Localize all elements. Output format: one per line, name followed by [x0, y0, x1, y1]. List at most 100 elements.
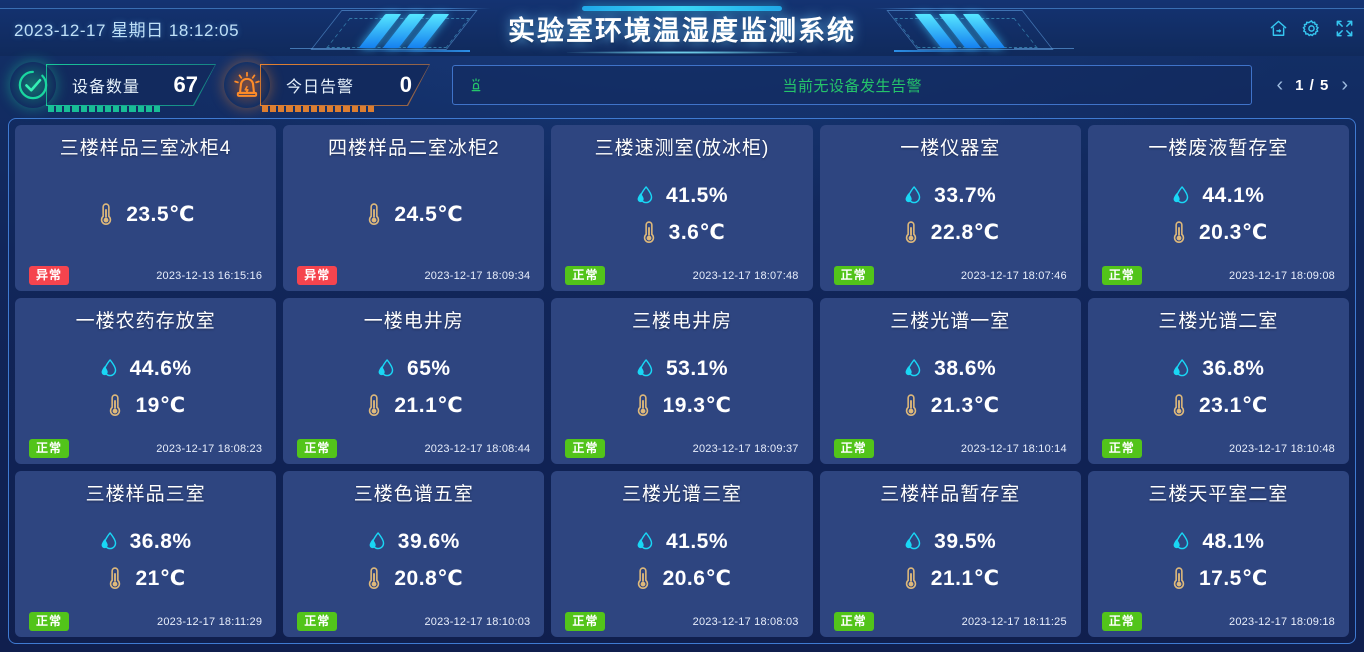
- device-card[interactable]: 一楼废液暂存室 44.1% 20.3℃ 正常 2023-12-17 18:09:08: [1087, 125, 1349, 291]
- device-name: 一楼农药存放室: [75, 311, 216, 332]
- device-card[interactable]: 三楼光谱二室 36.8% 23.1℃ 正常 2023-12-17 18:10:48: [1087, 298, 1349, 464]
- device-name: 三楼电井房: [631, 311, 732, 332]
- humidity-value: 65%: [407, 357, 451, 380]
- water-drop-icon: [637, 359, 653, 377]
- humidity-value: 36.8%: [1202, 357, 1265, 380]
- humidity-reading: 36.8%: [1172, 354, 1264, 384]
- device-readings: 36.8% 23.1℃: [1098, 335, 1339, 439]
- temperature-value: 21.1℃: [930, 566, 1000, 590]
- thermometer-icon: [110, 567, 121, 589]
- water-drop-icon: [1173, 359, 1189, 377]
- device-card[interactable]: 三楼电井房 53.1% 19.3℃ 正常 2023-12-17 18:09:37: [551, 298, 813, 464]
- device-card[interactable]: 三楼光谱一室 38.6% 21.3℃ 正常 2023-12-17 18:10:14: [819, 298, 1081, 464]
- device-name: 四楼样品二室冰柜2: [328, 138, 500, 159]
- status-badge: 正常: [565, 612, 606, 631]
- temperature-reading: 21.1℃: [364, 390, 463, 420]
- device-card[interactable]: 一楼仪器室 33.7% 22.8℃ 正常 2023-12-17 18:07:46: [819, 125, 1081, 291]
- thermometer-icon: [1173, 567, 1185, 589]
- device-timestamp: 2023-12-17 18:09:18: [1229, 615, 1335, 628]
- device-card-footer: 正常 2023-12-17 18:08:44: [293, 439, 534, 458]
- thermometer-icon: [369, 203, 380, 225]
- temperature-value: 20.8℃: [394, 566, 464, 590]
- water-drop-icon: [637, 532, 653, 550]
- device-readings: 36.8% 21℃: [25, 508, 266, 612]
- device-card-footer: 正常 2023-12-17 18:11:29: [25, 612, 266, 631]
- water-drop-icon: [1173, 532, 1189, 550]
- device-card[interactable]: 一楼农药存放室 44.6% 19℃ 正常 2023-12-17 18:08:23: [15, 298, 277, 464]
- temperature-value: 19℃: [135, 393, 186, 417]
- humidity-reading: 36.8%: [100, 527, 192, 557]
- device-count-ring: [10, 62, 56, 108]
- temperature-reading: 24.5℃: [364, 199, 463, 229]
- home-icon[interactable]: [1269, 19, 1288, 38]
- device-name: 一楼废液暂存室: [1148, 138, 1289, 159]
- device-timestamp: 2023-12-17 18:09:08: [1229, 269, 1335, 282]
- device-timestamp: 2023-12-17 18:09:37: [692, 442, 799, 455]
- alarm-light-icon: [234, 71, 260, 97]
- alert-message: 当前无设备发生告警: [782, 77, 922, 95]
- humidity-value: 53.1%: [665, 357, 729, 380]
- humidity-reading: 41.5%: [636, 181, 728, 211]
- temperature-reading: 19.3℃: [633, 390, 732, 420]
- device-name: 三楼光谱三室: [621, 484, 742, 505]
- temperature-reading: 23.1℃: [1169, 390, 1268, 420]
- device-card[interactable]: 三楼样品三室 36.8% 21℃ 正常 2023-12-17 18:11:29: [15, 471, 277, 637]
- alert-banner[interactable]: 当前无设备发生告警: [452, 65, 1253, 105]
- water-drop-icon: [101, 359, 116, 377]
- device-card[interactable]: 三楼光谱三室 41.5% 20.6℃ 正常 2023-12-17 18:08:03: [551, 471, 813, 637]
- device-timestamp: 2023-12-17 18:10:03: [424, 615, 531, 628]
- humidity-value: 41.5%: [665, 530, 729, 553]
- device-name: 三楼样品三室: [85, 484, 206, 505]
- pagination-next-button[interactable]: ›: [1341, 74, 1348, 96]
- pagination-prev-button[interactable]: ‹: [1276, 74, 1284, 96]
- device-card[interactable]: 三楼样品暂存室 39.5% 21.1℃ 正常 2023-12-17 18:11:25: [819, 471, 1081, 637]
- device-card-grid: 三楼样品三室冰柜4 23.5℃ 异常 2023-12-13 16:15:16 四楼样品二…: [15, 125, 1349, 637]
- status-badge: 正常: [833, 266, 874, 285]
- temperature-reading: 20.8℃: [364, 563, 463, 593]
- check-circle-icon: [18, 70, 48, 100]
- device-count-teeth: [48, 106, 160, 112]
- device-timestamp: 2023-12-17 18:08:23: [156, 442, 263, 455]
- humidity-reading: 41.5%: [636, 527, 728, 557]
- stat-device-count[interactable]: 设备数量 67: [10, 62, 216, 112]
- temperature-value: 20.3℃: [1198, 220, 1268, 244]
- today-alarms-value: 0: [399, 72, 412, 97]
- temperature-value: 22.8℃: [930, 220, 1000, 244]
- humidity-value: 44.6%: [129, 357, 192, 380]
- device-count-label: 设备数量: [72, 79, 141, 96]
- today-alarms-teeth: [262, 106, 374, 112]
- thermometer-icon: [905, 394, 916, 416]
- temperature-value: 20.6℃: [662, 566, 732, 590]
- water-drop-icon: [378, 359, 394, 377]
- thermometer-icon: [637, 567, 648, 589]
- device-card-footer: 正常 2023-12-17 18:07:46: [830, 266, 1071, 285]
- humidity-value: 41.5%: [665, 184, 729, 207]
- device-panel: 三楼样品三室冰柜4 23.5℃ 异常 2023-12-13 16:15:16 四楼样品二…: [8, 118, 1356, 644]
- temperature-reading: 17.5℃: [1169, 563, 1268, 593]
- humidity-reading: 39.6%: [368, 527, 460, 557]
- gear-icon[interactable]: [1302, 19, 1321, 38]
- app-header: 2023-12-17 星期日 18:12:05 实验室环境温湿度监测系统: [0, 0, 1364, 56]
- device-count-value: 67: [173, 72, 198, 97]
- datetime-display: 2023-12-17 星期日 18:12:05: [14, 20, 240, 40]
- device-card-footer: 异常 2023-12-13 16:15:16: [25, 266, 266, 285]
- status-badge: 正常: [1101, 266, 1142, 285]
- device-card[interactable]: 一楼电井房 65% 21.1℃ 正常 2023-12-17 18:08:44: [283, 298, 545, 464]
- device-card[interactable]: 四楼样品二室冰柜2 24.5℃ 异常 2023-12-17 18:09:34: [283, 125, 545, 291]
- device-card-footer: 正常 2023-12-17 18:10:14: [830, 439, 1071, 458]
- temperature-value: 21.3℃: [930, 393, 1000, 417]
- stat-today-alarms[interactable]: 今日告警 0: [224, 62, 430, 112]
- fullscreen-icon[interactable]: [1335, 19, 1354, 38]
- device-card[interactable]: 三楼样品三室冰柜4 23.5℃ 异常 2023-12-13 16:15:16: [15, 125, 277, 291]
- device-readings: 23.5℃: [25, 162, 266, 266]
- water-drop-icon: [905, 186, 921, 204]
- device-card[interactable]: 三楼色谱五室 39.6% 20.8℃ 正常 2023-12-17 18:10:03: [283, 471, 545, 637]
- device-card-footer: 正常 2023-12-17 18:09:37: [561, 439, 802, 458]
- device-name: 三楼色谱五室: [353, 484, 474, 505]
- water-drop-icon: [905, 359, 921, 377]
- device-card[interactable]: 三楼天平室二室 48.1% 17.5℃ 正常 2023-12-17 18:09:18: [1087, 471, 1349, 637]
- device-card[interactable]: 三楼速测室(放冰柜) 41.5% 3.6℃ 正常 2023-12-17 18:07:48: [551, 125, 813, 291]
- humidity-reading: 39.5%: [904, 527, 996, 557]
- header-icon-group: [1269, 0, 1354, 56]
- water-drop-icon: [369, 532, 385, 550]
